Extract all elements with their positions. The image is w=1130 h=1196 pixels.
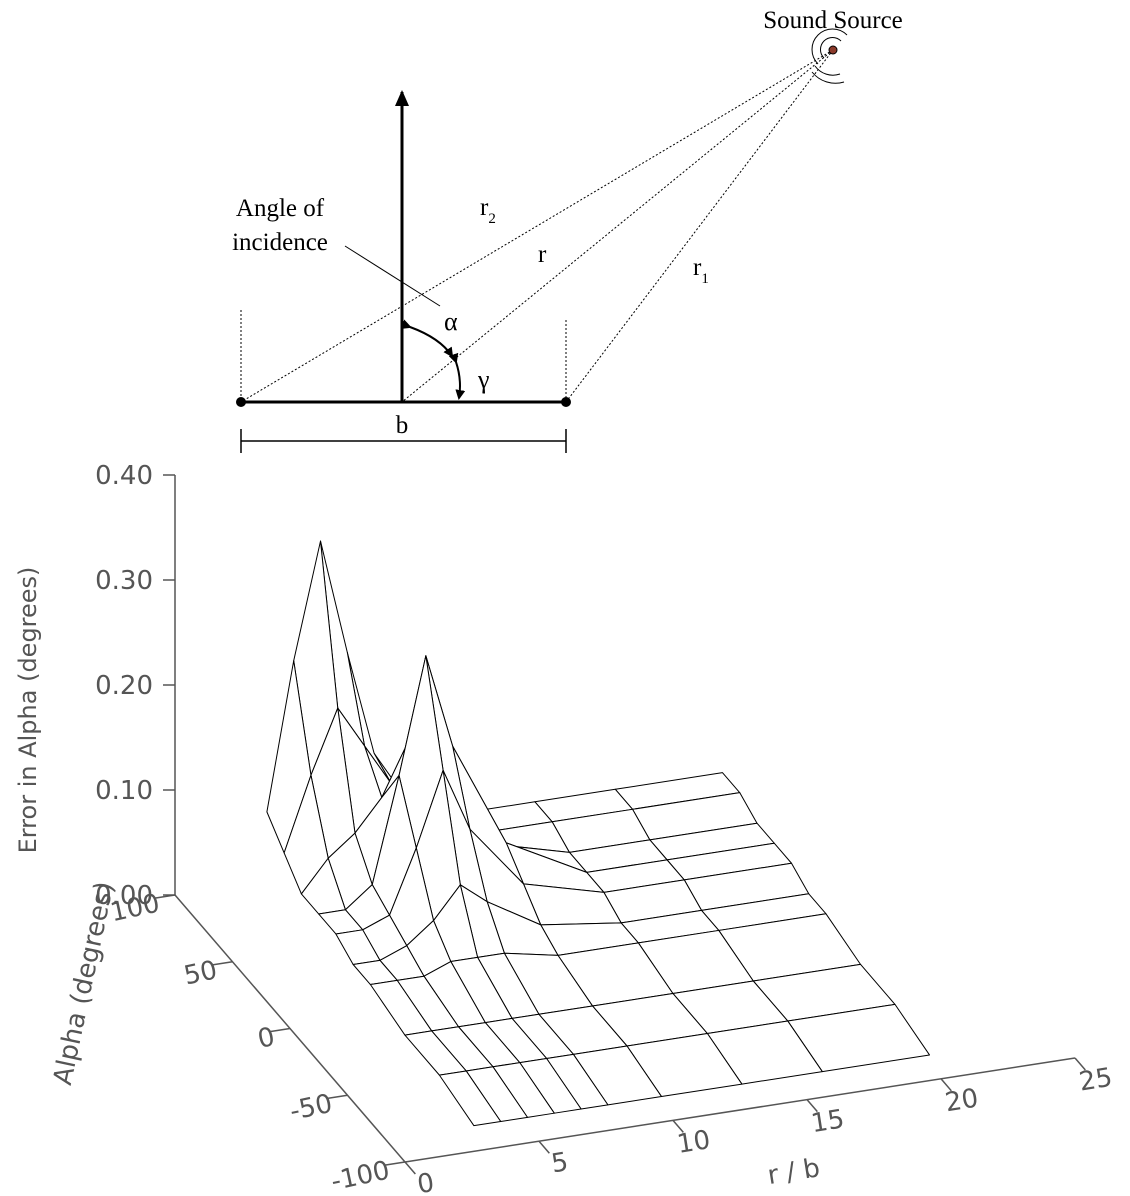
surface-plot: 0510152025-100-500501000.000.100.200.300… [14,461,1114,1196]
gamma-label: γ [477,365,490,394]
page: {"diagram": { "source_label": "Sound Sou… [0,0,1130,1196]
gamma-arc [456,362,460,398]
x-tick-label: 25 [1077,1063,1114,1098]
angle-label: incidence [232,229,328,256]
r2-label: r2 [480,194,496,227]
x-tick [405,1162,415,1174]
r2-sub: 2 [488,211,496,227]
ray-lines [241,50,833,402]
source-label: Sound Source [763,7,903,34]
z-axis-label: Error in Alpha (degrees) [14,567,42,854]
y-axis-label: Alpha (degrees) [48,879,120,1088]
x-axis-label: r / b [765,1153,822,1191]
angle-label: Angle of [236,195,325,222]
alpha-label: α [444,307,458,336]
z-tick-label: 0.40 [95,461,153,491]
sensor [561,397,571,407]
y-tick-label: 50 [181,955,220,991]
y-tick-label: -100 [328,1156,392,1196]
x-tick-label: 0 [415,1168,436,1196]
leader-line [345,246,440,306]
r1-label: r1 [693,254,709,287]
sensor [236,397,246,407]
b-label: b [396,412,409,439]
diagram: Sound Source Angle of incidence r2 r r1 … [232,7,903,453]
r-label: r [538,241,547,268]
z-tick-label: 0.10 [95,776,153,806]
x-tick-label: 20 [943,1083,980,1118]
y-tick-label: -50 [287,1089,335,1127]
figure: Sound Source Angle of incidence r2 r r1 … [0,0,1130,1196]
z-tick-label: 0.20 [95,671,153,701]
x-tick-label: 10 [675,1125,712,1160]
y-tick-label: 0 [255,1022,277,1055]
r1-sub: 1 [701,271,709,287]
x-tick [539,1141,549,1153]
z-tick-label: 0.30 [95,566,153,596]
sound-source [812,29,847,83]
x-tick-label: 15 [809,1104,846,1139]
x-tick-label: 5 [549,1147,570,1179]
